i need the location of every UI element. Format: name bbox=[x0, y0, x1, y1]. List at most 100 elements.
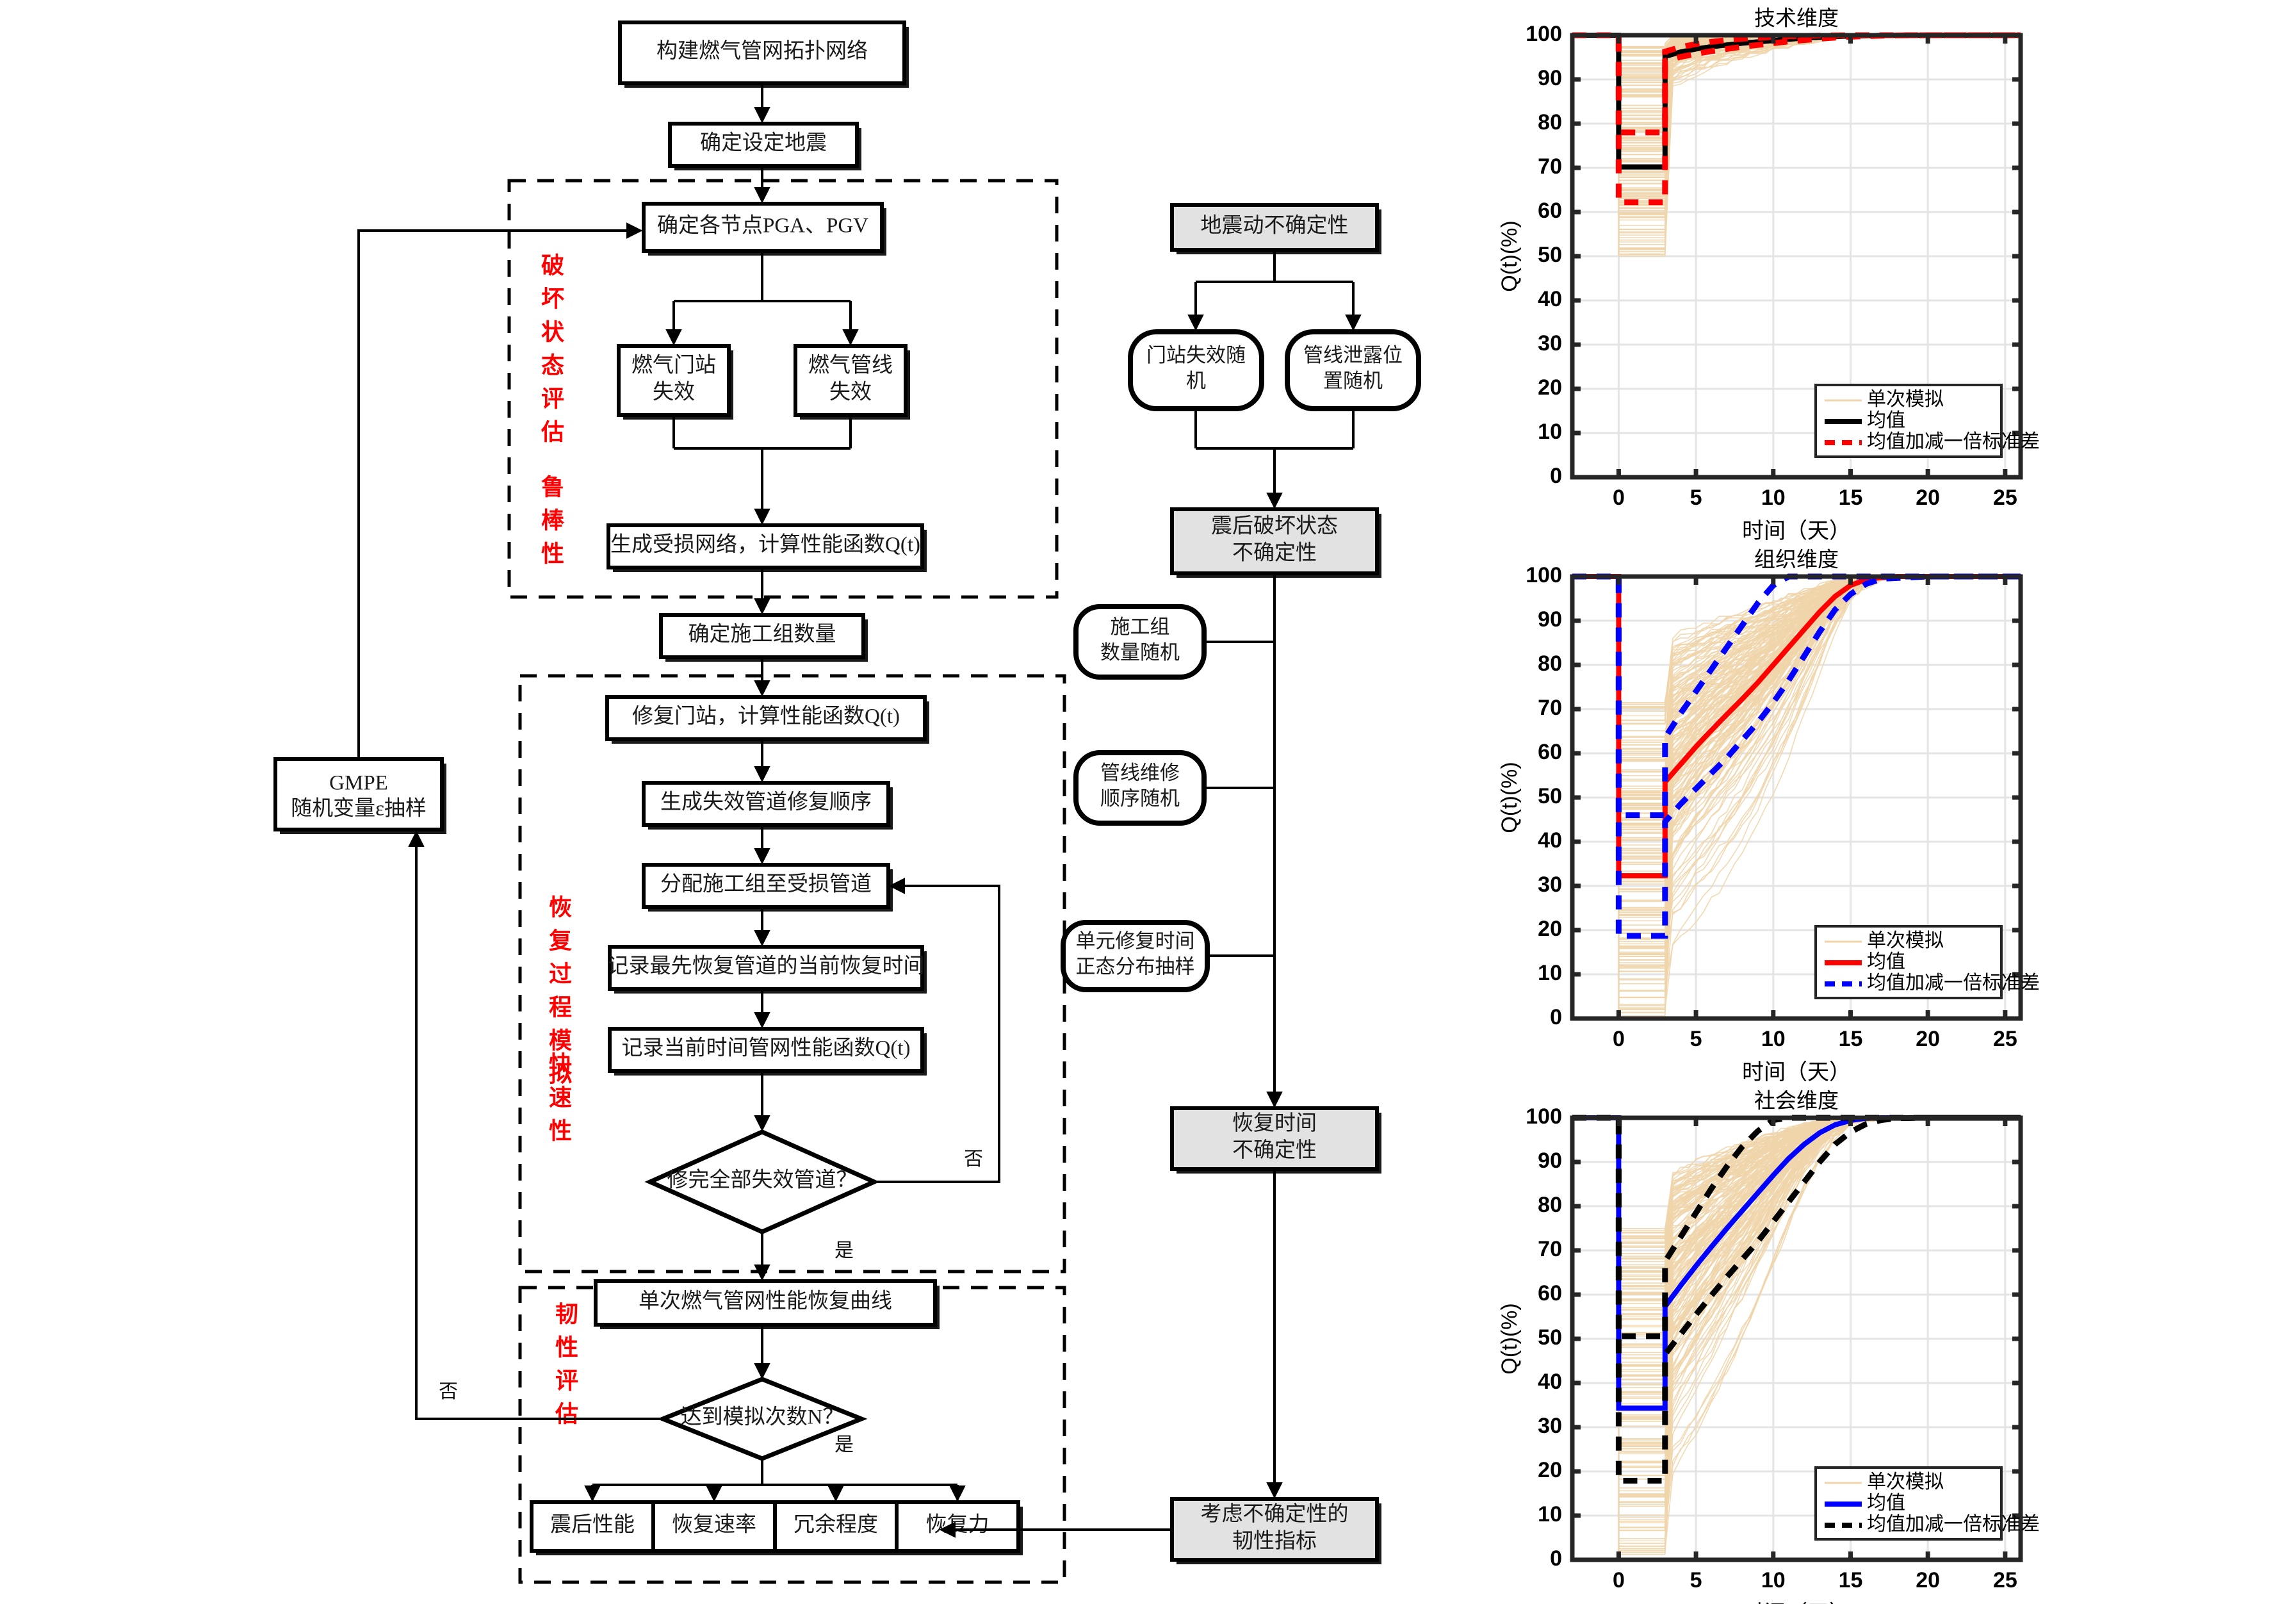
text: 确定施工组数量 bbox=[688, 623, 836, 646]
xtick-10: 10 bbox=[1761, 1027, 1786, 1051]
text: 韧性指标 bbox=[1232, 1529, 1317, 1553]
ytick-30: 30 bbox=[1538, 872, 1562, 897]
legend-item-2: 均值加减一倍标准差 bbox=[1867, 431, 2040, 452]
phase-region-resilience bbox=[518, 1286, 1066, 1584]
ytick-40: 40 bbox=[1538, 287, 1562, 311]
text: 不确定性 bbox=[1232, 1138, 1317, 1162]
text: 燃气管线 bbox=[808, 354, 893, 377]
chart-ylabel: Q(t)(%) bbox=[1497, 1303, 1522, 1374]
xtick-15: 15 bbox=[1839, 1027, 1863, 1051]
decision-reached-N: 达到模拟次数N？ bbox=[656, 1377, 868, 1461]
ticks: 0 10 20 30 40 50 60 70 80 90 100 0 5 10 15 20 25 bbox=[1526, 1104, 2021, 1592]
ytick-20: 20 bbox=[1538, 375, 1562, 400]
ytick-90: 90 bbox=[1538, 607, 1562, 632]
chart-title: 技术维度 bbox=[1754, 6, 1839, 30]
series-2 bbox=[1572, 573, 2021, 939]
ytick-10: 10 bbox=[1538, 1502, 1562, 1526]
connector bbox=[408, 830, 663, 1420]
text: 确定各节点PGA、PGV bbox=[657, 214, 868, 238]
series-1 bbox=[1572, 573, 2021, 819]
text: 地震动不确定性 bbox=[1201, 214, 1349, 238]
text: 快 bbox=[549, 1051, 573, 1077]
node-damaged-network-label: 生成受损网络，计算性能函数Q(t) bbox=[610, 533, 920, 557]
result-label-3: 恢复力 bbox=[926, 1513, 989, 1537]
series-1 bbox=[1572, 1115, 2021, 1339]
ytick-40: 40 bbox=[1538, 1370, 1562, 1394]
node-repair-crew-count-label: 确定施工组数量 bbox=[688, 623, 836, 646]
node-build-topology-label: 构建燃气管网拓扑网络 bbox=[656, 39, 868, 63]
text: 模 bbox=[549, 1027, 572, 1053]
xtick-0: 0 bbox=[1613, 1027, 1625, 1051]
ytick-20: 20 bbox=[1538, 1458, 1562, 1482]
text: 不确定性 bbox=[1232, 541, 1317, 565]
node-single-curve-label: 单次燃气管网性能恢复曲线 bbox=[639, 1289, 892, 1313]
text: 状 bbox=[541, 319, 565, 345]
text: 失效 bbox=[829, 381, 872, 404]
legend-item-0: 单次模拟 bbox=[1867, 930, 1944, 951]
ytick-80: 80 bbox=[1538, 1193, 1562, 1217]
edge-label-yes-2: 是 bbox=[835, 1434, 854, 1455]
ytick-0: 0 bbox=[1550, 1005, 1562, 1029]
ytick-50: 50 bbox=[1538, 784, 1562, 808]
text: 分配施工组至受损管道 bbox=[660, 872, 872, 896]
node-record-performance: 记录当前时间管网性能函数Q(t) bbox=[608, 1027, 927, 1076]
unc-ground-motion-label: 地震动不确定性 bbox=[1201, 214, 1349, 238]
node-damaged-network: 生成受损网络，计算性能函数Q(t) bbox=[607, 523, 927, 572]
ytick-60: 60 bbox=[1538, 740, 1562, 764]
text: 恢 bbox=[549, 894, 572, 920]
chart-title: 社会维度 bbox=[1754, 1089, 1839, 1113]
edge-label-no-1: 否 bbox=[964, 1149, 983, 1170]
node-build-topology: 构建燃气管网拓扑网络 bbox=[618, 20, 909, 88]
ytick-20: 20 bbox=[1538, 917, 1562, 941]
result-label-2: 冗余程度 bbox=[794, 1513, 878, 1537]
node-gmpe-line2: 随机变量ε抽样 bbox=[291, 797, 427, 821]
legend-item-1: 均值 bbox=[1867, 1493, 1905, 1514]
text: 考虑不确定性的 bbox=[1201, 1502, 1349, 1526]
result-label-1: 恢复速率 bbox=[672, 1513, 756, 1537]
result-box-0: 震后性能 bbox=[530, 1500, 658, 1555]
node-repair-crew-count: 确定施工组数量 bbox=[659, 613, 868, 662]
xtick-20: 20 bbox=[1916, 1568, 1940, 1592]
ytick-80: 80 bbox=[1538, 110, 1562, 135]
xtick-10: 10 bbox=[1761, 1568, 1786, 1592]
text: 性 bbox=[555, 1334, 578, 1360]
node-gmpe-line1: GMPE bbox=[329, 772, 388, 795]
text: 震后破坏状态 bbox=[1211, 514, 1338, 538]
text: 门站失效随 bbox=[1146, 344, 1246, 366]
phase-region-damage-state bbox=[507, 179, 1059, 599]
text: 失效 bbox=[653, 381, 695, 404]
result-box-1: 恢复速率 bbox=[651, 1500, 779, 1555]
unc-ground-motion: 地震动不确定性 bbox=[1170, 203, 1381, 254]
text: 态 bbox=[541, 352, 564, 378]
text: 恢复时间 bbox=[1232, 1111, 1317, 1135]
text: 记录最先恢复管道的当前恢复时间 bbox=[608, 954, 925, 978]
text: 评 bbox=[555, 1368, 578, 1393]
xtick-10: 10 bbox=[1761, 486, 1786, 510]
chart-0: 0 10 20 30 40 50 60 70 80 90 100 0 5 10 15 20 25 技术维度时间（天… bbox=[1497, 6, 2040, 543]
connector bbox=[357, 222, 643, 759]
ytick-10: 10 bbox=[1538, 961, 1562, 985]
text: 复 bbox=[549, 928, 572, 953]
xtick-0: 0 bbox=[1613, 1568, 1625, 1592]
node-assign-crews: 分配施工组至受损管道 bbox=[642, 863, 893, 912]
chart-xlabel: 时间（天） bbox=[1742, 1060, 1851, 1084]
phase-region-recovery-sim bbox=[518, 674, 1066, 1273]
text: 数量随机 bbox=[1100, 641, 1180, 664]
node-node-pga-pgv-label: 确定各节点PGA、PGV bbox=[657, 214, 868, 238]
decision-reached-N-label: 达到模拟次数N？ bbox=[681, 1405, 844, 1429]
xtick-5: 5 bbox=[1690, 1027, 1702, 1051]
node-repair-order-label: 生成失效管道修复顺序 bbox=[660, 790, 872, 814]
node-assign-crews-label: 分配施工组至受损管道 bbox=[660, 872, 872, 896]
text: 构建燃气管网拓扑网络 bbox=[656, 39, 868, 63]
